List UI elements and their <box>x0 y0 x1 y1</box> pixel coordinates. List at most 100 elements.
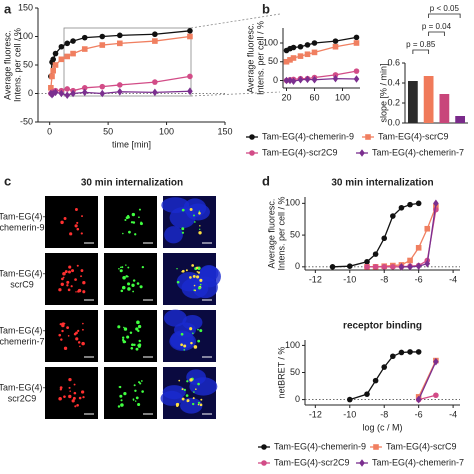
vesicle <box>198 228 201 231</box>
legend-label: Tam-EG(4)-scrC9 <box>386 441 457 451</box>
vesicle <box>127 266 130 269</box>
vesicle <box>126 335 130 339</box>
vesicle <box>176 280 180 284</box>
marker <box>407 349 413 355</box>
marker <box>64 86 71 92</box>
marker <box>353 75 360 83</box>
y-axis-label: Average fluoresc. <box>245 23 255 93</box>
vesicle <box>60 220 64 225</box>
vesicle <box>137 344 141 348</box>
series-line <box>367 209 437 268</box>
vesicle <box>82 396 85 399</box>
marker <box>304 42 311 48</box>
x-tick-label: -6 <box>415 274 423 284</box>
vesicle <box>190 341 193 345</box>
vesicle <box>127 287 131 291</box>
y-tick-label: 50 <box>290 229 300 239</box>
vesicle <box>124 218 127 222</box>
vesicle <box>122 340 126 344</box>
vesicle <box>178 379 181 382</box>
marker <box>398 263 405 271</box>
vesicle <box>176 267 178 270</box>
vesicle <box>181 397 185 401</box>
vesicle <box>117 325 121 329</box>
y-axis-label: Average fluoresc. <box>266 199 276 269</box>
micrograph <box>45 253 98 305</box>
vesicle <box>132 398 135 401</box>
panel-letter: c <box>4 173 11 188</box>
marker <box>304 75 311 84</box>
vesicle <box>63 216 67 220</box>
vesicle <box>131 343 134 347</box>
x-tick-label: -12 <box>309 409 322 419</box>
y-tick-label: 0.6 <box>387 57 400 67</box>
vesicle <box>72 396 76 400</box>
legend-marker <box>373 444 379 450</box>
legend-marker <box>359 149 365 157</box>
marker <box>372 377 379 384</box>
marker <box>407 257 413 264</box>
micrograph <box>104 310 157 362</box>
vesicle <box>67 335 70 337</box>
marker <box>49 73 55 80</box>
vesicle <box>181 269 185 273</box>
nucleus <box>189 377 218 396</box>
vesicle <box>82 322 84 325</box>
marker <box>415 200 422 207</box>
vesicle <box>189 378 193 382</box>
vesicle <box>130 346 134 350</box>
marker <box>58 43 65 50</box>
marker <box>64 91 71 100</box>
vesicle <box>67 288 71 292</box>
marker <box>346 263 353 269</box>
y-axis-label: Intens. per cell / % <box>12 28 22 102</box>
vesicle <box>193 345 198 349</box>
vesicle <box>123 392 127 396</box>
row-label: Tam-EG(4)- <box>0 325 46 335</box>
marker <box>290 55 297 61</box>
marker <box>424 225 431 232</box>
marker <box>332 38 339 44</box>
vesicle <box>73 383 76 386</box>
y-tick-label: 0 <box>295 261 300 271</box>
micrograph <box>104 253 157 305</box>
legend-marker <box>249 150 255 156</box>
vesicle <box>180 332 184 336</box>
vesicle <box>75 337 79 341</box>
vesicle <box>68 377 72 382</box>
x-tick-label: 100 <box>159 126 174 136</box>
vesicle <box>61 322 63 325</box>
marker <box>117 32 123 39</box>
vesicle <box>129 331 133 334</box>
vesicle <box>63 395 66 398</box>
marker <box>50 67 56 74</box>
vesicle <box>121 336 125 339</box>
vesicle <box>197 382 200 386</box>
nucleus <box>163 309 187 327</box>
vesicle <box>133 384 136 387</box>
vesicle <box>135 396 139 400</box>
marker <box>187 87 193 96</box>
row-label: Tam-EG(4)- <box>0 268 46 278</box>
vesicle <box>192 397 195 400</box>
vesicle <box>134 389 137 393</box>
vesicle <box>195 388 197 390</box>
marker <box>287 76 293 85</box>
vesicle <box>73 332 77 336</box>
vesicle <box>197 328 199 331</box>
marker <box>152 31 158 38</box>
marker <box>353 40 360 46</box>
vesicle <box>79 345 81 348</box>
bar <box>455 116 466 123</box>
vesicle <box>180 343 183 347</box>
marker <box>390 264 396 270</box>
marker <box>398 204 405 211</box>
y-tick-label: 0 <box>28 88 33 98</box>
series-line <box>367 206 437 268</box>
micrograph <box>104 196 157 248</box>
vesicle <box>189 327 193 331</box>
vesicle <box>181 227 185 231</box>
micrograph <box>45 310 98 362</box>
row-label: scrC9 <box>10 279 34 289</box>
significance-bracket <box>428 31 445 36</box>
